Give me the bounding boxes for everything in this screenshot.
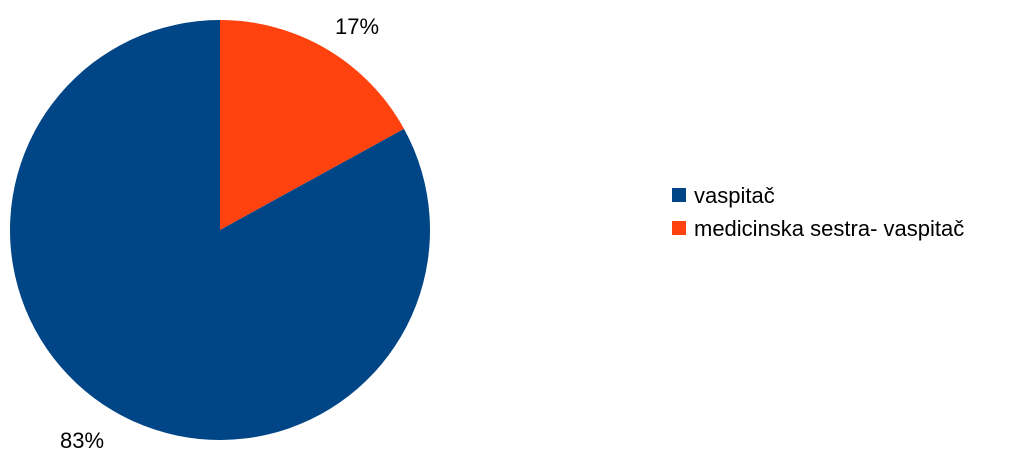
pie-slice-labels: 83% 17% (60, 14, 379, 450)
slice-value-label: 17% (335, 14, 379, 39)
pie-slice-medicinska-sestra-vaspitac (220, 20, 405, 230)
pie-slices (10, 20, 431, 440)
legend-swatch (672, 221, 686, 235)
slice-value-label: 83% (60, 428, 104, 450)
chart-legend: vaspitač medicinska sestra- vaspitač (672, 183, 964, 241)
legend-label: medicinska sestra- vaspitač (694, 216, 964, 241)
legend-label: vaspitač (694, 183, 775, 208)
legend-swatch (672, 188, 686, 202)
pie-slice-vaspitac (10, 20, 431, 440)
